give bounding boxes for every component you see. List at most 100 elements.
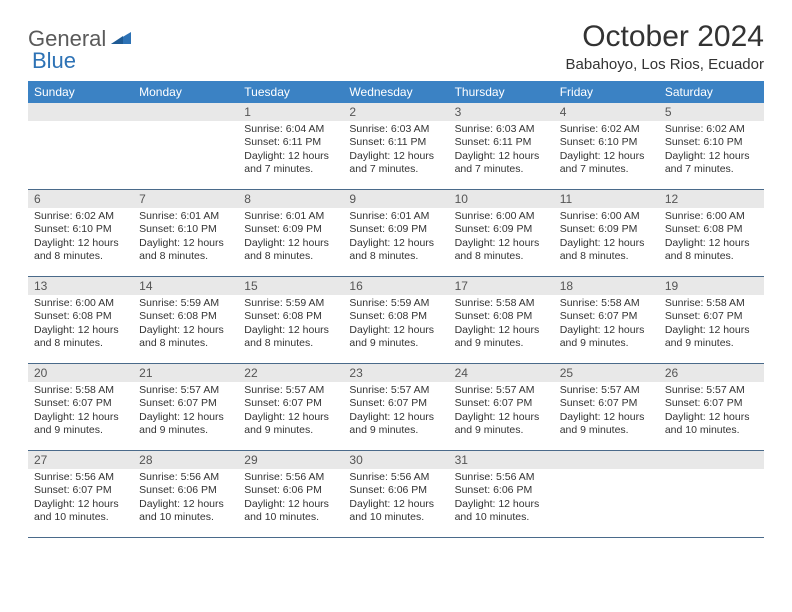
day-line: Sunrise: 5:57 AM (665, 384, 758, 397)
day-line: Daylight: 12 hours and 9 minutes. (665, 324, 758, 351)
day-line: Sunrise: 6:00 AM (34, 297, 127, 310)
day-body: Sunrise: 6:03 AMSunset: 6:11 PMDaylight:… (343, 121, 448, 181)
day-line: Sunset: 6:11 PM (244, 136, 337, 149)
day-number: 2 (343, 103, 448, 121)
day-cell: 17Sunrise: 5:58 AMSunset: 6:08 PMDayligh… (449, 277, 554, 363)
day-number: 30 (343, 451, 448, 469)
day-number: 28 (133, 451, 238, 469)
day-number: 22 (238, 364, 343, 382)
day-line: Sunset: 6:11 PM (349, 136, 442, 149)
day-number: 10 (449, 190, 554, 208)
day-line: Daylight: 12 hours and 7 minutes. (560, 150, 653, 177)
day-number: 1 (238, 103, 343, 121)
day-line: Sunrise: 5:58 AM (665, 297, 758, 310)
day-cell: 4Sunrise: 6:02 AMSunset: 6:10 PMDaylight… (554, 103, 659, 189)
day-line: Sunrise: 5:56 AM (244, 471, 337, 484)
day-number: 24 (449, 364, 554, 382)
day-line: Sunset: 6:11 PM (455, 136, 548, 149)
day-line: Daylight: 12 hours and 9 minutes. (349, 411, 442, 438)
day-number: 12 (659, 190, 764, 208)
day-body: Sunrise: 6:00 AMSunset: 6:09 PMDaylight:… (449, 208, 554, 268)
day-number: 9 (343, 190, 448, 208)
day-body: Sunrise: 5:57 AMSunset: 6:07 PMDaylight:… (133, 382, 238, 442)
day-line: Daylight: 12 hours and 10 minutes. (349, 498, 442, 525)
days-of-week-row: SundayMondayTuesdayWednesdayThursdayFrid… (28, 81, 764, 103)
day-body: Sunrise: 5:57 AMSunset: 6:07 PMDaylight:… (659, 382, 764, 442)
day-body: Sunrise: 6:01 AMSunset: 6:10 PMDaylight:… (133, 208, 238, 268)
day-line: Daylight: 12 hours and 8 minutes. (34, 237, 127, 264)
day-body: Sunrise: 5:59 AMSunset: 6:08 PMDaylight:… (343, 295, 448, 355)
day-body: Sunrise: 5:56 AMSunset: 6:06 PMDaylight:… (238, 469, 343, 529)
day-body: Sunrise: 5:57 AMSunset: 6:07 PMDaylight:… (238, 382, 343, 442)
day-number: 14 (133, 277, 238, 295)
day-line: Sunrise: 5:59 AM (244, 297, 337, 310)
day-body: Sunrise: 6:04 AMSunset: 6:11 PMDaylight:… (238, 121, 343, 181)
week-row: 27Sunrise: 5:56 AMSunset: 6:07 PMDayligh… (28, 451, 764, 538)
day-line: Sunrise: 5:56 AM (349, 471, 442, 484)
day-line: Sunrise: 5:57 AM (560, 384, 653, 397)
day-body: Sunrise: 5:56 AMSunset: 6:07 PMDaylight:… (28, 469, 133, 529)
day-body: Sunrise: 6:00 AMSunset: 6:08 PMDaylight:… (659, 208, 764, 268)
day-cell: 12Sunrise: 6:00 AMSunset: 6:08 PMDayligh… (659, 190, 764, 276)
calendar-page: General October 2024 Babahoyo, Los Rios,… (0, 0, 792, 558)
day-body: Sunrise: 6:01 AMSunset: 6:09 PMDaylight:… (343, 208, 448, 268)
day-line: Sunrise: 5:58 AM (34, 384, 127, 397)
day-line: Sunrise: 5:59 AM (349, 297, 442, 310)
day-line: Daylight: 12 hours and 10 minutes. (244, 498, 337, 525)
day-cell: 21Sunrise: 5:57 AMSunset: 6:07 PMDayligh… (133, 364, 238, 450)
day-body: Sunrise: 6:02 AMSunset: 6:10 PMDaylight:… (28, 208, 133, 268)
day-line: Sunset: 6:07 PM (665, 310, 758, 323)
day-cell: 27Sunrise: 5:56 AMSunset: 6:07 PMDayligh… (28, 451, 133, 537)
day-body: Sunrise: 5:57 AMSunset: 6:07 PMDaylight:… (554, 382, 659, 442)
day-line: Sunrise: 6:01 AM (349, 210, 442, 223)
day-line: Sunrise: 5:58 AM (455, 297, 548, 310)
day-cell: 30Sunrise: 5:56 AMSunset: 6:06 PMDayligh… (343, 451, 448, 537)
day-line: Sunset: 6:10 PM (665, 136, 758, 149)
day-cell: 22Sunrise: 5:57 AMSunset: 6:07 PMDayligh… (238, 364, 343, 450)
day-number: 11 (554, 190, 659, 208)
day-line: Sunset: 6:09 PM (455, 223, 548, 236)
day-number: 21 (133, 364, 238, 382)
day-line: Daylight: 12 hours and 8 minutes. (455, 237, 548, 264)
day-line: Sunset: 6:07 PM (560, 397, 653, 410)
day-line: Sunrise: 6:01 AM (139, 210, 232, 223)
dow-cell: Sunday (28, 81, 133, 103)
day-line: Sunrise: 5:57 AM (139, 384, 232, 397)
day-cell: 13Sunrise: 6:00 AMSunset: 6:08 PMDayligh… (28, 277, 133, 363)
day-cell (28, 103, 133, 189)
day-line: Sunset: 6:06 PM (455, 484, 548, 497)
day-number: 17 (449, 277, 554, 295)
day-line: Sunset: 6:08 PM (349, 310, 442, 323)
day-cell (133, 103, 238, 189)
dow-cell: Tuesday (238, 81, 343, 103)
day-body: Sunrise: 5:56 AMSunset: 6:06 PMDaylight:… (343, 469, 448, 529)
day-line: Daylight: 12 hours and 9 minutes. (455, 411, 548, 438)
day-body: Sunrise: 5:56 AMSunset: 6:06 PMDaylight:… (133, 469, 238, 529)
day-line: Daylight: 12 hours and 8 minutes. (665, 237, 758, 264)
day-number: 18 (554, 277, 659, 295)
dow-cell: Saturday (659, 81, 764, 103)
day-line: Sunrise: 5:57 AM (349, 384, 442, 397)
day-line: Daylight: 12 hours and 8 minutes. (34, 324, 127, 351)
day-body: Sunrise: 6:00 AMSunset: 6:08 PMDaylight:… (28, 295, 133, 355)
day-number: 8 (238, 190, 343, 208)
day-body: Sunrise: 5:58 AMSunset: 6:07 PMDaylight:… (659, 295, 764, 355)
day-number: 13 (28, 277, 133, 295)
day-body: Sunrise: 6:01 AMSunset: 6:09 PMDaylight:… (238, 208, 343, 268)
brand-word2: Blue (32, 48, 76, 74)
day-line: Sunset: 6:09 PM (244, 223, 337, 236)
day-number: 5 (659, 103, 764, 121)
day-line: Daylight: 12 hours and 8 minutes. (349, 237, 442, 264)
day-line: Daylight: 12 hours and 10 minutes. (455, 498, 548, 525)
day-cell: 14Sunrise: 5:59 AMSunset: 6:08 PMDayligh… (133, 277, 238, 363)
day-number (133, 103, 238, 121)
day-line: Sunset: 6:08 PM (34, 310, 127, 323)
day-number: 31 (449, 451, 554, 469)
day-line: Sunrise: 6:00 AM (665, 210, 758, 223)
day-cell: 29Sunrise: 5:56 AMSunset: 6:06 PMDayligh… (238, 451, 343, 537)
dow-cell: Thursday (449, 81, 554, 103)
day-line: Sunset: 6:10 PM (34, 223, 127, 236)
day-number: 26 (659, 364, 764, 382)
day-number: 7 (133, 190, 238, 208)
day-number (659, 451, 764, 469)
